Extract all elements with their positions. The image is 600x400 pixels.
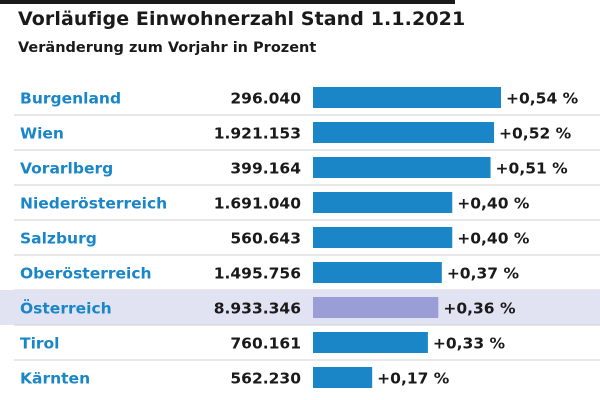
region-label: Österreich: [20, 299, 112, 318]
change-bar: [313, 367, 373, 388]
population-value: 760.161: [230, 335, 301, 353]
population-value: 8.933.346: [214, 300, 301, 318]
header-bar: [0, 0, 455, 4]
change-bar: [313, 122, 495, 143]
population-value: 399.164: [230, 160, 301, 178]
region-label: Oberösterreich: [20, 265, 152, 283]
change-label: +0,37 %: [447, 265, 520, 283]
population-value: 296.040: [230, 90, 301, 108]
change-label: +0,52 %: [499, 125, 572, 143]
change-label: +0,36 %: [443, 300, 516, 318]
chart-subtitle: Veränderung zum Vorjahr in Prozent: [18, 40, 317, 56]
region-label: Vorarlberg: [20, 160, 113, 178]
change-bar: [313, 227, 453, 248]
change-bar: [313, 192, 453, 213]
population-bar-chart: Burgenland 296.040 +0,54 % Wien 1.921.153 +0,…: [0, 87, 600, 388]
change-bar: [313, 262, 442, 283]
region-label: Wien: [20, 125, 64, 143]
population-value: 562.230: [230, 370, 301, 388]
region-label: Burgenland: [20, 90, 121, 108]
chart-title: Vorläufige Einwohnerzahl Stand 1.1.2021: [18, 8, 466, 30]
change-label: +0,40 %: [457, 195, 530, 213]
change-label: +0,40 %: [457, 230, 530, 248]
change-bar: [313, 332, 428, 353]
change-bar: [313, 157, 491, 178]
change-label: +0,51 %: [496, 160, 569, 178]
region-label: Tirol: [20, 335, 60, 353]
region-label: Niederösterreich: [20, 195, 167, 213]
change-label: +0,54 %: [506, 90, 579, 108]
region-label: Kärnten: [20, 370, 90, 388]
highlight-row-bg: [0, 290, 600, 325]
change-bar: [313, 87, 501, 108]
population-value: 1.921.153: [214, 125, 301, 143]
region-label: Salzburg: [20, 230, 97, 248]
population-value: 1.691.040: [214, 195, 301, 213]
population-value: 560.643: [230, 230, 301, 248]
change-bar: [313, 297, 439, 318]
population-value: 1.495.756: [214, 265, 301, 283]
change-label: +0,17 %: [377, 370, 450, 388]
change-label: +0,33 %: [433, 335, 506, 353]
